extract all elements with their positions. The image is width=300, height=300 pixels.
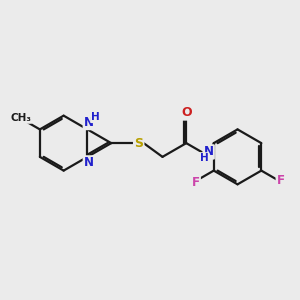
Text: H: H: [91, 112, 100, 122]
Text: H: H: [200, 153, 208, 163]
Text: N: N: [84, 116, 94, 129]
Text: N: N: [204, 146, 214, 158]
Text: F: F: [192, 176, 200, 190]
Text: N: N: [84, 156, 94, 170]
Text: F: F: [277, 174, 285, 187]
Text: O: O: [182, 106, 192, 119]
Text: S: S: [134, 136, 143, 150]
Text: CH₃: CH₃: [10, 113, 31, 123]
